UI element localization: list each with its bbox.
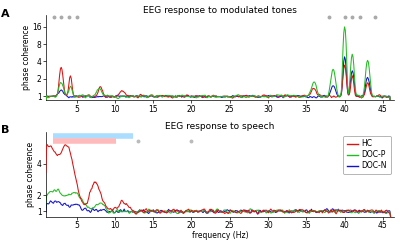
- Legend: HC, DOC-P, DOC-N: HC, DOC-P, DOC-N: [343, 136, 391, 174]
- Title: EEG response to speech: EEG response to speech: [166, 122, 275, 131]
- X-axis label: frequency (Hz): frequency (Hz): [192, 231, 248, 240]
- Y-axis label: phase coherence: phase coherence: [26, 142, 36, 207]
- Text: B: B: [0, 125, 9, 135]
- Text: A: A: [0, 9, 9, 18]
- Y-axis label: phase coherence: phase coherence: [22, 25, 31, 91]
- Title: EEG response to modulated tones: EEG response to modulated tones: [143, 6, 297, 15]
